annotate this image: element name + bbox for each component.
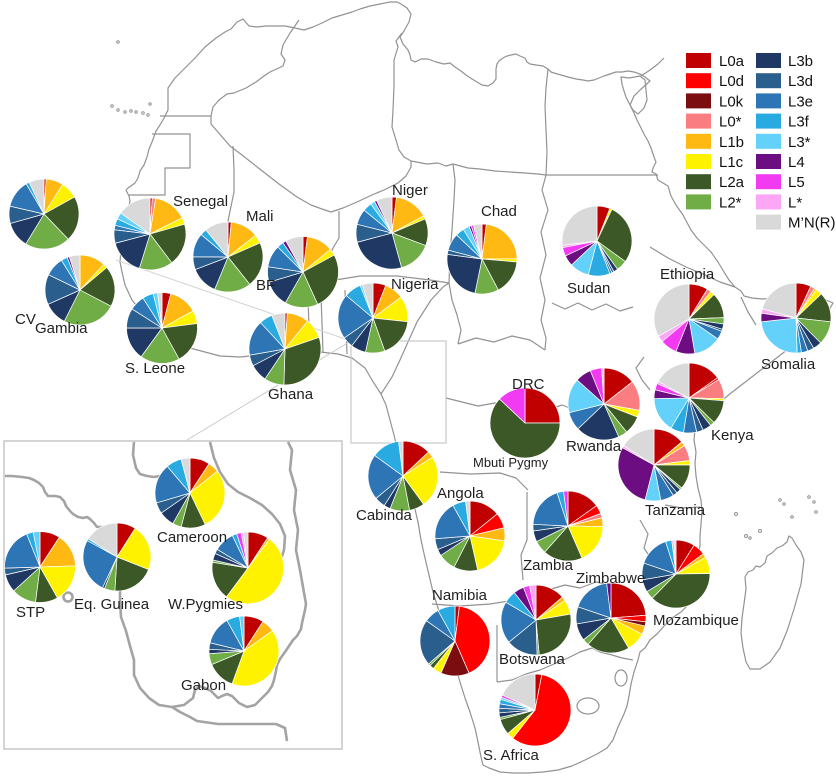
svg-text:Zimbabwe: Zimbabwe xyxy=(576,570,645,587)
svg-text:Nigeria: Nigeria xyxy=(391,276,439,293)
svg-text:Angola: Angola xyxy=(437,485,484,502)
svg-text:M’N(R): M’N(R) xyxy=(788,215,835,232)
svg-text:L0k: L0k xyxy=(719,93,744,110)
svg-text:Mozambique: Mozambique xyxy=(653,612,739,629)
svg-text:Namibia: Namibia xyxy=(432,587,488,604)
svg-text:Eq. Guinea: Eq. Guinea xyxy=(74,596,150,613)
svg-text:Chad: Chad xyxy=(481,203,517,220)
svg-text:L3e: L3e xyxy=(788,93,813,110)
svg-text:S. Leone: S. Leone xyxy=(125,360,185,377)
svg-text:L2a: L2a xyxy=(719,174,745,191)
svg-text:Ethiopia: Ethiopia xyxy=(660,266,715,283)
svg-text:Niger: Niger xyxy=(392,182,428,199)
svg-text:L3*: L3* xyxy=(788,134,811,151)
svg-text:L3f: L3f xyxy=(788,114,810,131)
svg-text:L2*: L2* xyxy=(719,194,742,211)
svg-text:L0a: L0a xyxy=(719,53,745,70)
svg-text:Sudan: Sudan xyxy=(567,280,610,297)
svg-text:L4: L4 xyxy=(788,154,805,171)
svg-text:L0d: L0d xyxy=(719,73,744,90)
svg-text:L3b: L3b xyxy=(788,53,813,70)
svg-text:Mali: Mali xyxy=(246,208,274,225)
svg-text:Somalia: Somalia xyxy=(761,356,816,373)
svg-text:Ghana: Ghana xyxy=(268,386,314,403)
svg-text:Tanzania: Tanzania xyxy=(645,502,706,519)
svg-text:Gabon: Gabon xyxy=(181,677,226,694)
svg-text:Gambia: Gambia xyxy=(35,320,88,337)
svg-text:L0*: L0* xyxy=(719,114,742,131)
svg-text:Cameroon: Cameroon xyxy=(157,529,227,546)
svg-text:DRC: DRC xyxy=(512,376,545,393)
svg-text:L5: L5 xyxy=(788,174,805,191)
svg-text:Zambia: Zambia xyxy=(523,557,574,574)
svg-text:S. Africa: S. Africa xyxy=(483,747,540,764)
svg-text:Mbuti Pygmy: Mbuti Pygmy xyxy=(473,455,549,470)
svg-text:STP: STP xyxy=(16,604,45,621)
svg-text:L*: L* xyxy=(788,194,802,211)
svg-text:L1b: L1b xyxy=(719,134,744,151)
svg-text:Rwanda: Rwanda xyxy=(566,438,622,455)
svg-text:Botswana: Botswana xyxy=(499,651,566,668)
svg-text:L3d: L3d xyxy=(788,73,813,90)
svg-text:Kenya: Kenya xyxy=(711,427,754,444)
svg-text:Cabinda: Cabinda xyxy=(356,507,413,524)
svg-text:Senegal: Senegal xyxy=(173,193,228,210)
svg-text:W.Pygmies: W.Pygmies xyxy=(168,596,243,613)
svg-text:BF: BF xyxy=(256,277,275,294)
svg-text:L1c: L1c xyxy=(719,154,744,171)
svg-text:CV: CV xyxy=(15,311,36,328)
